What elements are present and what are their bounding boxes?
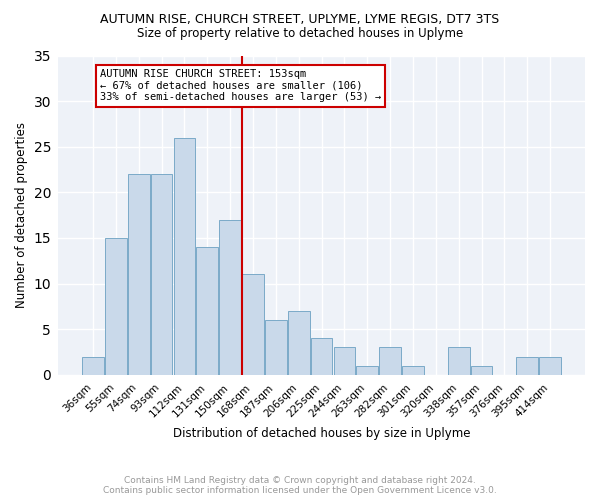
Text: Contains HM Land Registry data © Crown copyright and database right 2024.
Contai: Contains HM Land Registry data © Crown c… xyxy=(103,476,497,495)
Bar xyxy=(356,366,378,375)
Bar xyxy=(311,338,332,375)
Bar xyxy=(151,174,172,375)
Bar xyxy=(173,138,195,375)
Text: AUTUMN RISE, CHURCH STREET, UPLYME, LYME REGIS, DT7 3TS: AUTUMN RISE, CHURCH STREET, UPLYME, LYME… xyxy=(100,12,500,26)
Bar xyxy=(219,220,241,375)
Bar xyxy=(105,238,127,375)
Bar xyxy=(82,356,104,375)
Bar xyxy=(448,348,470,375)
Bar xyxy=(334,348,355,375)
Bar xyxy=(379,348,401,375)
X-axis label: Distribution of detached houses by size in Uplyme: Distribution of detached houses by size … xyxy=(173,427,470,440)
Bar xyxy=(539,356,561,375)
Bar xyxy=(402,366,424,375)
Bar xyxy=(128,174,149,375)
Bar xyxy=(288,311,310,375)
Bar xyxy=(517,356,538,375)
Bar xyxy=(471,366,493,375)
Bar xyxy=(242,274,264,375)
Y-axis label: Number of detached properties: Number of detached properties xyxy=(15,122,28,308)
Text: AUTUMN RISE CHURCH STREET: 153sqm
← 67% of detached houses are smaller (106)
33%: AUTUMN RISE CHURCH STREET: 153sqm ← 67% … xyxy=(100,69,381,102)
Text: Size of property relative to detached houses in Uplyme: Size of property relative to detached ho… xyxy=(137,28,463,40)
Bar xyxy=(196,247,218,375)
Bar xyxy=(265,320,287,375)
